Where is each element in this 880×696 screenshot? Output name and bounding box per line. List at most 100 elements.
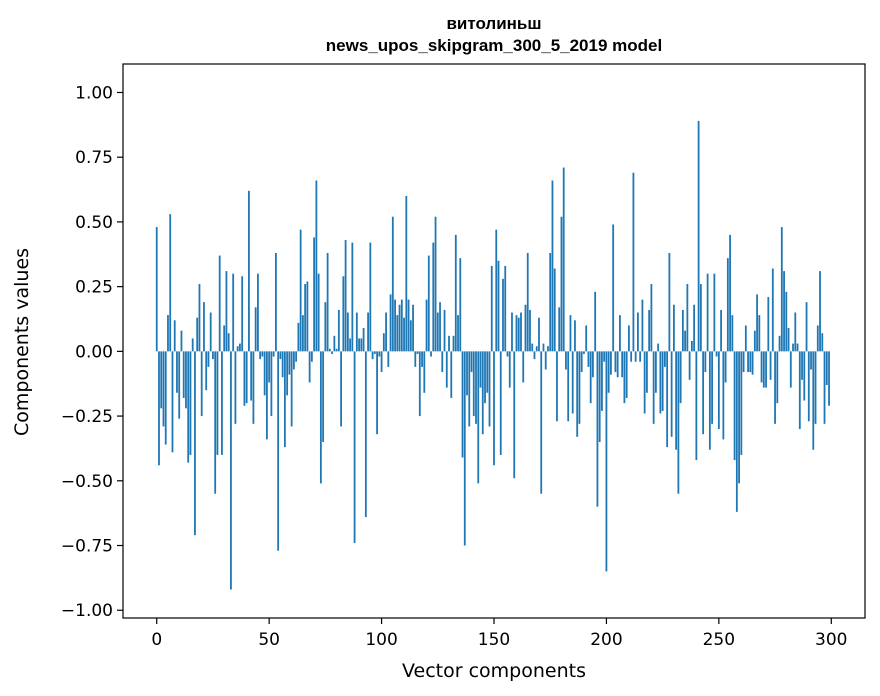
bar [268,351,271,383]
bar [729,234,731,352]
bar [637,312,639,352]
bar [774,351,776,424]
bar [484,351,486,404]
bar [259,351,262,360]
bar [475,351,477,424]
bar [785,291,788,352]
bar [551,180,554,352]
bar [511,312,513,352]
bar [711,351,713,424]
bar [686,284,689,352]
bar [735,351,738,512]
bar [814,351,817,424]
bar [452,335,455,352]
bar [441,351,444,373]
bar [373,351,376,354]
bar [675,351,678,450]
bar [715,351,718,357]
bar [522,351,525,383]
bar [738,351,740,484]
bar [722,351,725,440]
bar [789,351,792,388]
bar [198,284,201,352]
x-tick-label: 200 [590,630,622,650]
bar [261,351,264,357]
bar [349,338,351,352]
bar [490,265,493,352]
bar [272,351,275,357]
bar [621,351,624,378]
bar [344,240,347,352]
bar [535,346,538,352]
bar [423,351,426,393]
bar [598,351,601,442]
bar [367,312,369,352]
bar [221,351,223,455]
bar [468,351,471,427]
bar [155,227,158,352]
bar [167,315,169,352]
bar [308,351,311,383]
y-axis-ticks: 1.00 0.75 0.50 0.25 0.00 −0.25 −0.50 −0.75 −1.00 [61,83,123,621]
bar [684,330,687,352]
bar [677,351,680,494]
bar [605,351,608,572]
bar [731,315,734,352]
bar [616,351,619,378]
bar [214,351,217,494]
bar [292,351,295,370]
bar [603,351,606,362]
bar [672,304,675,352]
bar [436,312,439,352]
bar [767,296,770,352]
bar [416,351,419,354]
bar [688,351,691,380]
y-tick-label: 0.25 [75,278,113,298]
bar [371,351,374,360]
bar [230,351,232,590]
bar [798,351,801,430]
bar [499,351,502,455]
bar [592,351,594,378]
x-axis-ticks: 0 50 100 150 200 250 300 [151,618,847,650]
bar [239,343,241,352]
bar [819,271,821,352]
bar [340,351,342,427]
bar [585,325,588,352]
bar [398,304,401,352]
bar [301,315,304,352]
bar [601,351,603,411]
bar [454,234,457,352]
bar [708,351,711,450]
bar [445,351,448,388]
bar [421,351,423,367]
bar [614,351,617,373]
bar [531,343,534,352]
bar [355,312,358,352]
bar [205,351,208,391]
bar [306,281,309,352]
bar [245,351,248,404]
bar [488,351,491,427]
bar [771,268,774,352]
bar [346,312,349,352]
bar [650,284,653,352]
bar [288,351,291,375]
bar [607,351,610,393]
bar [304,284,307,352]
bar [810,351,812,370]
bar [403,317,405,352]
bar [342,276,345,352]
bar [724,351,727,383]
bar [794,312,797,352]
bar [158,351,160,466]
bar [450,351,453,398]
bar [182,351,185,398]
bar [493,351,495,466]
bar [756,294,758,352]
bar [324,302,327,352]
bar [742,351,745,373]
bar [562,167,565,352]
bar [319,351,322,484]
bar [668,252,671,352]
